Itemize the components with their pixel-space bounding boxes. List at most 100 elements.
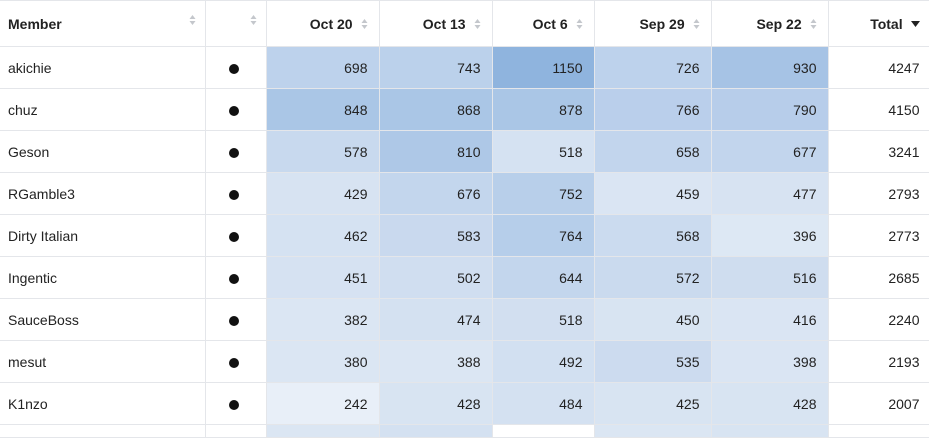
sort-icon	[250, 15, 256, 25]
total-cell: 4150	[828, 88, 929, 131]
week-value-cell: 429	[266, 172, 380, 215]
week-value-cell: 930	[711, 46, 829, 89]
member-name-cell: akichie	[0, 46, 206, 89]
week-value-cell: 398	[711, 340, 829, 383]
column-header-week[interactable]: Oct 20	[266, 0, 380, 47]
column-header-label: Sep 22	[756, 15, 802, 32]
status-cell	[205, 130, 267, 173]
status-dot-icon	[229, 63, 239, 74]
week-value-cell	[711, 424, 829, 438]
status-dot-icon	[229, 231, 239, 242]
table-row[interactable]: chuz 848 868 878 766 790 4150	[0, 88, 929, 131]
week-value-cell: 764	[492, 214, 595, 257]
week-value-cell: 388	[379, 340, 493, 383]
table-row[interactable]: SauceBoss 382 474 518 450 416 2240	[0, 298, 929, 341]
week-value-cell: 810	[379, 130, 493, 173]
column-header-label: Oct 6	[532, 15, 568, 32]
week-value-cell: 848	[266, 88, 380, 131]
column-header-status[interactable]	[205, 0, 267, 47]
week-value-cell: 726	[594, 46, 712, 89]
column-header-week[interactable]: Oct 6	[492, 0, 595, 47]
column-header-label: Member	[8, 15, 62, 32]
status-dot-icon	[229, 273, 239, 284]
total-cell: 3241	[828, 130, 929, 173]
week-value-cell: 743	[379, 46, 493, 89]
week-value-cell: 568	[594, 214, 712, 257]
week-value-cell: 396	[711, 214, 829, 257]
week-value-cell: 474	[379, 298, 493, 341]
week-value-cell: 518	[492, 298, 595, 341]
member-name-cell: Ingentic	[0, 256, 206, 299]
week-value-cell: 492	[492, 340, 595, 383]
total-cell: 2193	[828, 340, 929, 383]
total-cell: 2240	[828, 298, 929, 341]
table-row[interactable]: K1nzo 242 428 484 425 428 2007	[0, 382, 929, 425]
table-row[interactable]: Geson 578 810 518 658 677 3241	[0, 130, 929, 173]
week-value-cell	[594, 424, 712, 438]
week-value-cell: 428	[711, 382, 829, 425]
status-dot-icon	[229, 399, 239, 410]
status-cell	[205, 382, 267, 425]
status-cell	[205, 88, 267, 131]
table-row[interactable]: Dirty Italian 462 583 764 568 396 2773	[0, 214, 929, 257]
sort-icon	[189, 15, 195, 25]
week-value-cell: 1150	[492, 46, 595, 89]
sort-descending-icon	[910, 20, 920, 27]
week-value-cell: 572	[594, 256, 712, 299]
total-cell: 4247	[828, 46, 929, 89]
status-cell	[205, 424, 267, 438]
week-value-cell: 516	[711, 256, 829, 299]
week-value-cell: 477	[711, 172, 829, 215]
week-value-cell	[492, 424, 595, 438]
week-value-cell: 416	[711, 298, 829, 341]
table-row[interactable]: akichie 698 743 1150 726 930 4247	[0, 46, 929, 89]
member-name-cell: mesut	[0, 340, 206, 383]
week-value-cell: 382	[266, 298, 380, 341]
column-header-label: Sep 29	[639, 15, 685, 32]
week-value-cell	[266, 424, 380, 438]
total-cell: 2793	[828, 172, 929, 215]
week-value-cell: 428	[379, 382, 493, 425]
column-header-member[interactable]: Member	[0, 0, 206, 47]
week-value-cell	[379, 424, 493, 438]
sort-icon	[474, 18, 480, 29]
week-value-cell: 868	[379, 88, 493, 131]
status-dot-icon	[229, 357, 239, 368]
total-cell: 2685	[828, 256, 929, 299]
week-value-cell: 790	[711, 88, 829, 131]
status-dot-icon	[229, 105, 239, 116]
column-header-label: Oct 20	[309, 15, 353, 32]
week-value-cell: 425	[594, 382, 712, 425]
week-value-cell: 502	[379, 256, 493, 299]
member-name-cell: SauceBoss	[0, 298, 206, 341]
column-header-week[interactable]: Oct 13	[379, 0, 493, 47]
sort-icon	[810, 18, 816, 29]
week-value-cell: 878	[492, 88, 595, 131]
total-cell: 2007	[828, 382, 929, 425]
week-value-cell: 462	[266, 214, 380, 257]
status-cell	[205, 214, 267, 257]
status-cell	[205, 298, 267, 341]
week-value-cell: 242	[266, 382, 380, 425]
table-row[interactable]: RGamble3 429 676 752 459 477 2793	[0, 172, 929, 215]
column-header-total[interactable]: Total	[828, 0, 929, 47]
column-header-label: Oct 13	[422, 15, 466, 32]
table-row[interactable]: Ingentic 451 502 644 572 516 2685	[0, 256, 929, 299]
header-row: Member Oct 20	[0, 0, 929, 47]
table-row[interactable]: mesut 380 388 492 535 398 2193	[0, 340, 929, 383]
member-name-cell: Dirty Italian	[0, 214, 206, 257]
table-row[interactable]	[0, 424, 929, 438]
week-value-cell: 752	[492, 172, 595, 215]
status-cell	[205, 340, 267, 383]
member-name-cell: K1nzo	[0, 382, 206, 425]
week-value-cell: 698	[266, 46, 380, 89]
member-name-cell: chuz	[0, 88, 206, 131]
column-header-week[interactable]: Sep 29	[594, 0, 712, 47]
week-value-cell: 518	[492, 130, 595, 173]
week-value-cell: 451	[266, 256, 380, 299]
status-dot-icon	[229, 189, 239, 200]
column-header-week[interactable]: Sep 22	[711, 0, 829, 47]
total-cell	[828, 424, 929, 438]
sort-icon	[576, 18, 582, 29]
